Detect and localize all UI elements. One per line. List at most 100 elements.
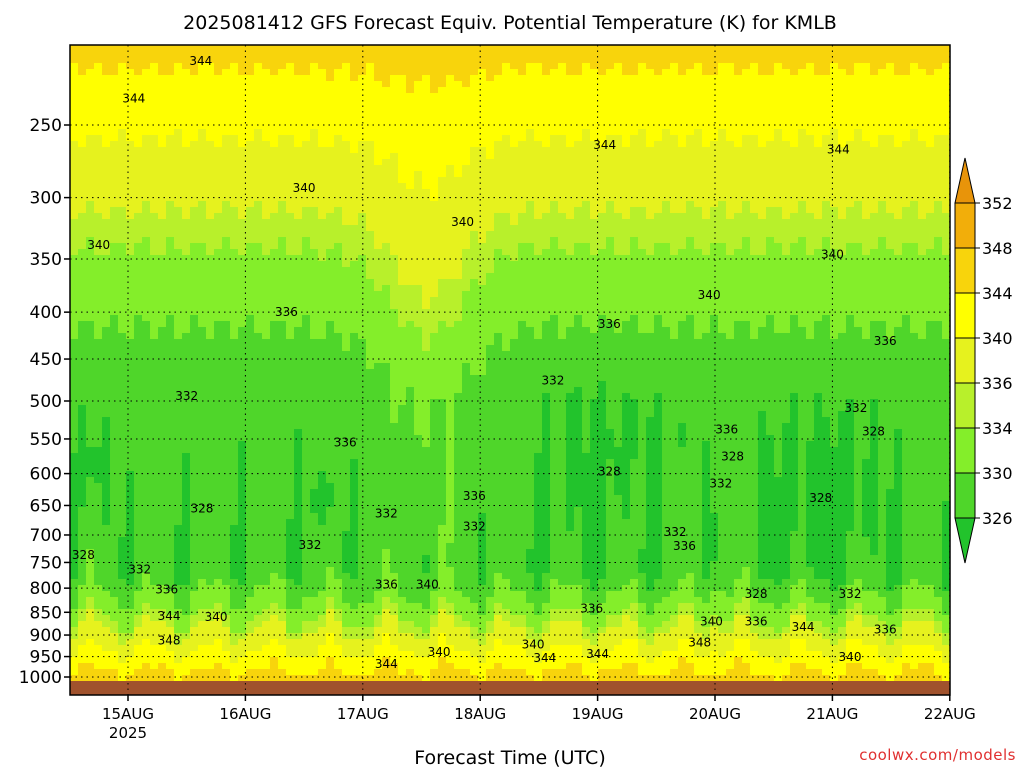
field-cell bbox=[254, 213, 263, 220]
field-cell bbox=[478, 273, 487, 280]
field-cell bbox=[134, 45, 143, 52]
field-cell bbox=[302, 177, 311, 184]
field-cell bbox=[142, 99, 151, 106]
field-cell bbox=[630, 237, 639, 244]
field-cell bbox=[550, 213, 559, 220]
field-cell bbox=[182, 117, 191, 124]
field-cell bbox=[678, 171, 687, 178]
field-cell bbox=[326, 225, 335, 232]
field-cell bbox=[118, 81, 127, 88]
field-cell bbox=[854, 51, 863, 58]
field-cell bbox=[470, 237, 479, 244]
field-cell bbox=[926, 135, 935, 142]
field-cell bbox=[638, 105, 647, 112]
field-cell bbox=[478, 99, 487, 106]
field-cell bbox=[398, 315, 407, 322]
field-cell bbox=[334, 201, 343, 208]
field-cell bbox=[286, 81, 295, 88]
field-cell bbox=[462, 273, 471, 280]
field-cell bbox=[630, 45, 639, 52]
field-cell bbox=[550, 45, 559, 52]
field-cell bbox=[198, 123, 207, 130]
field-cell bbox=[654, 189, 663, 196]
field-cell bbox=[758, 279, 767, 286]
field-cell bbox=[486, 261, 495, 268]
field-cell bbox=[230, 111, 239, 118]
field-cell bbox=[910, 75, 919, 82]
field-cell bbox=[230, 285, 239, 292]
field-cell bbox=[694, 159, 703, 166]
field-cell bbox=[662, 93, 671, 100]
field-cell bbox=[566, 261, 575, 268]
field-cell bbox=[166, 315, 175, 322]
field-cell bbox=[574, 57, 583, 64]
field-cell bbox=[526, 207, 535, 214]
field-cell bbox=[374, 135, 383, 142]
field-cell bbox=[150, 75, 159, 82]
field-cell bbox=[590, 213, 599, 220]
field-cell bbox=[334, 231, 343, 238]
field-cell bbox=[382, 219, 391, 226]
field-cell bbox=[670, 279, 679, 286]
field-cell bbox=[798, 249, 807, 256]
field-cell bbox=[142, 255, 151, 262]
field-cell bbox=[478, 141, 487, 148]
field-cell bbox=[94, 147, 103, 154]
field-cell bbox=[310, 219, 319, 226]
field-cell bbox=[486, 57, 495, 64]
field-cell bbox=[806, 243, 815, 250]
field-cell bbox=[158, 117, 167, 124]
field-cell bbox=[406, 147, 415, 154]
field-cell bbox=[798, 183, 807, 190]
field-cell bbox=[734, 189, 743, 196]
field-cell bbox=[110, 315, 119, 322]
field-cell bbox=[630, 207, 639, 214]
field-cell bbox=[246, 297, 255, 304]
field-cell bbox=[822, 213, 831, 220]
field-cell bbox=[390, 207, 399, 214]
field-cell bbox=[702, 75, 711, 82]
field-cell bbox=[206, 57, 215, 64]
field-cell bbox=[102, 267, 111, 274]
field-cell bbox=[686, 207, 695, 214]
field-cell bbox=[942, 201, 950, 208]
field-cell bbox=[766, 153, 775, 160]
field-cell bbox=[358, 171, 367, 178]
field-cell bbox=[174, 105, 183, 112]
field-cell bbox=[742, 243, 751, 250]
field-cell bbox=[630, 171, 639, 178]
field-cell bbox=[726, 105, 735, 112]
field-cell bbox=[686, 183, 695, 190]
field-cell bbox=[494, 225, 503, 232]
field-cell bbox=[774, 261, 783, 268]
field-cell bbox=[470, 207, 479, 214]
field-cell bbox=[926, 177, 935, 184]
field-cell bbox=[462, 207, 471, 214]
field-cell bbox=[254, 69, 263, 76]
field-cell bbox=[86, 243, 95, 250]
field-cell bbox=[878, 195, 887, 202]
field-cell bbox=[406, 171, 415, 178]
field-cell bbox=[214, 207, 223, 214]
field-cell bbox=[214, 297, 223, 304]
field-cell bbox=[374, 75, 383, 82]
field-cell bbox=[702, 105, 711, 112]
field-cell bbox=[798, 135, 807, 142]
field-cell bbox=[118, 285, 127, 292]
field-cell bbox=[94, 177, 103, 184]
field-cell bbox=[518, 285, 527, 292]
field-cell bbox=[702, 63, 711, 70]
field-cell bbox=[638, 231, 647, 238]
field-cell bbox=[534, 105, 543, 112]
field-cell bbox=[526, 249, 535, 256]
field-cell bbox=[894, 45, 903, 52]
field-cell bbox=[334, 249, 343, 256]
field-cell bbox=[598, 99, 607, 106]
field-cell bbox=[798, 69, 807, 76]
field-cell bbox=[214, 75, 223, 82]
field-cell bbox=[446, 237, 455, 244]
field-cell bbox=[590, 267, 599, 274]
field-cell bbox=[598, 111, 607, 118]
field-cell bbox=[542, 63, 551, 70]
field-cell bbox=[710, 177, 719, 184]
